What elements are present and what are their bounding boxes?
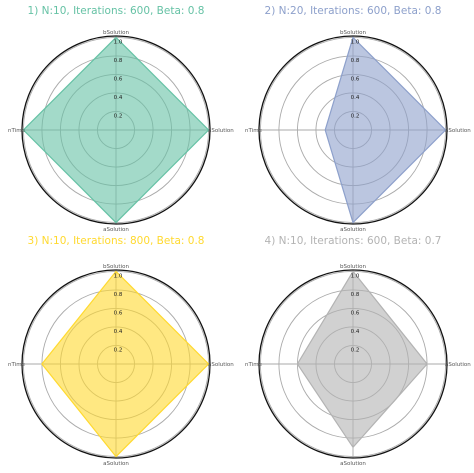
radial-tick-label: 0.2 [114, 347, 123, 353]
axis-label: nTime [245, 128, 263, 134]
radar-panel-4: 4) N:10, Iterations: 600, Beta: 0.7 0.2 0.… [245, 235, 471, 467]
radial-tick-label: 0.8 [351, 58, 360, 64]
axis-label: nTime [245, 362, 263, 368]
series-polygon [22, 36, 210, 224]
radial-tick-label: 0.8 [114, 292, 123, 298]
axis-label: aSolution [103, 227, 129, 233]
outer-circle [21, 269, 211, 459]
panel-title: 3) N:10, Iterations: 800, Beta: 0.8 [28, 235, 205, 247]
radar-panel-1: 1) N:10, Iterations: 600, Beta: 0.8 0.2 0.… [8, 5, 234, 233]
radial-tick-label: 0.4 [351, 329, 360, 335]
radial-tick-label: 1.0 [351, 39, 360, 45]
panel-title: 2) N:20, Iterations: 600, Beta: 0.8 [265, 5, 442, 17]
radial-tick-label: 1.0 [114, 273, 123, 279]
radial-tick-label: 0.4 [114, 329, 123, 335]
radial-tick-label: 0.2 [351, 347, 360, 353]
radial-tick-label: 0.4 [114, 95, 123, 101]
axis-label: nTime [8, 128, 26, 134]
axis-label: aSolution [208, 362, 234, 368]
radial-tick-label: 1.0 [351, 273, 360, 279]
panel-title: 4) N:10, Iterations: 600, Beta: 0.7 [265, 235, 442, 247]
series-polygon [41, 270, 210, 458]
series-polygon [324, 36, 447, 224]
panel-title: 1) N:10, Iterations: 600, Beta: 0.8 [28, 5, 205, 17]
outer-circle [258, 269, 448, 459]
axis-label: bSolution [340, 30, 366, 36]
radial-tick-label: 1.0 [114, 39, 123, 45]
axis-label: aSolution [340, 227, 366, 233]
radial-tick-label: 0.8 [351, 292, 360, 298]
axis-label: nTime [8, 362, 26, 368]
outer-circle [21, 35, 211, 225]
radial-tick-label: 0.4 [351, 95, 360, 101]
series-polygon [296, 270, 428, 449]
radial-tick-label: 0.2 [351, 113, 360, 119]
axis-label: aSolution [445, 128, 471, 134]
radar-panel-2: 2) N:20, Iterations: 600, Beta: 0.8 0.2 0.… [245, 5, 471, 233]
radial-tick-label: 0.6 [114, 310, 123, 316]
radial-tick-label: 0.6 [114, 76, 123, 82]
radial-tick-label: 0.6 [351, 310, 360, 316]
axis-label: aSolution [340, 461, 366, 467]
axis-label: aSolution [208, 128, 234, 134]
radial-tick-label: 0.8 [114, 58, 123, 64]
radar-panel-3: 3) N:10, Iterations: 800, Beta: 0.8 0.2 0.… [8, 235, 234, 467]
axis-label: aSolution [103, 461, 129, 467]
axis-label: bSolution [103, 264, 129, 270]
radial-tick-label: 0.2 [114, 113, 123, 119]
axis-label: bSolution [103, 30, 129, 36]
radial-tick-label: 0.6 [351, 76, 360, 82]
axis-label: aSolution [445, 362, 471, 368]
outer-circle [258, 35, 448, 225]
axis-label: bSolution [340, 264, 366, 270]
